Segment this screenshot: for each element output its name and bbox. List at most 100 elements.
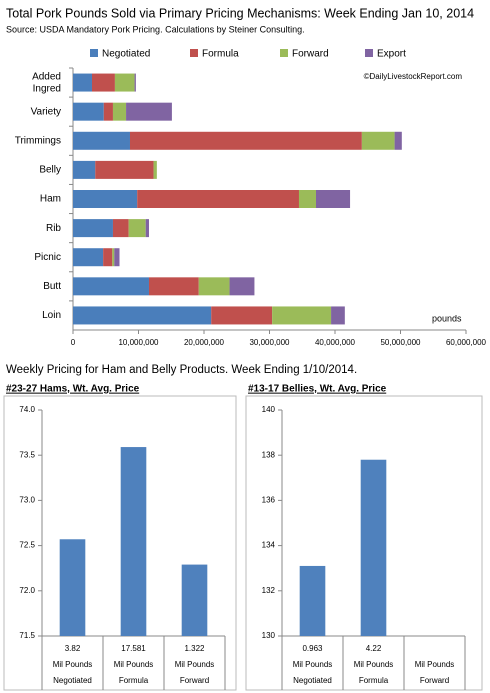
bar-segment [103, 248, 113, 267]
bar-segment [126, 102, 172, 121]
y-tick-label: 136 [262, 496, 276, 505]
bar [181, 564, 208, 636]
x-tick-label: 50,000,000 [380, 338, 421, 347]
table-unit: Mil Pounds [114, 660, 154, 669]
legend-label: Export [377, 49, 406, 60]
bar-segment [128, 219, 146, 238]
y-tick-label: 72.5 [19, 541, 35, 550]
chart-title: #23-27 Hams, Wt. Avg. Price [6, 384, 140, 395]
y-tick-label: 73.5 [19, 450, 35, 459]
x-tick-label: 10,000,000 [118, 338, 159, 347]
bar-segment [73, 73, 92, 92]
y-tick-label: Picnic [34, 252, 61, 263]
bar-segment [95, 160, 154, 179]
x-tick-label: 20,000,000 [184, 338, 225, 347]
table-unit: Mil Pounds [53, 660, 93, 669]
bar-segment [73, 160, 96, 179]
y-tick-label: Loin [42, 310, 61, 321]
legend-label: Forward [292, 49, 329, 60]
bar-segment [73, 248, 104, 267]
bar-segment [137, 190, 299, 208]
table-volume: 17.581 [121, 644, 146, 653]
x-tick-label: 30,000,000 [249, 338, 290, 347]
bar-segment [361, 131, 395, 150]
legend-label: Negotiated [102, 49, 150, 60]
bar-segment [112, 248, 115, 267]
bar-segment [272, 306, 332, 325]
y-tick-label: Butt [43, 281, 61, 292]
legend-swatch [90, 49, 98, 57]
y-tick-label: 71.5 [19, 631, 35, 640]
bar-segment [73, 102, 104, 121]
bar-segment [114, 73, 135, 92]
bar-segment [211, 306, 273, 325]
x-tick-label: Formula [359, 676, 389, 685]
x-tick-label: 60,000,000 [446, 338, 487, 347]
bar-segment [153, 160, 157, 179]
table-unit: Mil Pounds [354, 660, 394, 669]
bar-segment [229, 277, 255, 296]
bar-segment [73, 190, 138, 208]
table-unit: Mil Pounds [293, 660, 333, 669]
bar-segment [134, 73, 136, 92]
legend-swatch [365, 49, 373, 57]
y-tick-label: Ham [40, 194, 61, 205]
bar-segment [103, 102, 113, 121]
table-volume: 1.322 [184, 644, 205, 653]
chart-frame [3, 395, 237, 691]
y-tick-label: Added Ingred [32, 71, 61, 94]
y-tick-label: 140 [262, 405, 276, 414]
bar-segment [114, 248, 120, 267]
chart-frame [245, 395, 483, 691]
x-tick-label: Forward [420, 676, 449, 685]
bar-segment [73, 306, 212, 325]
y-tick-label: Trimmings [15, 135, 61, 146]
bar-segment [73, 277, 149, 296]
y-tick-label: Variety [31, 106, 61, 117]
x-tick-label: Forward [180, 676, 209, 685]
bar-segment [73, 131, 130, 150]
bar [59, 539, 86, 636]
y-tick-label: 130 [262, 631, 276, 640]
table-unit: Mil Pounds [175, 660, 215, 669]
bar-segment [198, 277, 230, 296]
bar [120, 447, 147, 636]
watermark: ©DailyLivestockReport.com [364, 72, 463, 81]
bar-segment [112, 102, 127, 121]
x-tick-label: Formula [119, 676, 149, 685]
bar-segment [394, 131, 402, 150]
legend-swatch [280, 49, 288, 57]
x-tick-label: 40,000,000 [315, 338, 356, 347]
y-tick-label: Belly [39, 165, 61, 176]
y-tick-label: Rib [46, 223, 61, 234]
legend-swatch [190, 49, 198, 57]
section-heading: Weekly Pricing for Ham and Belly Product… [6, 364, 357, 376]
y-tick-label: 73.0 [19, 496, 35, 505]
legend-label: Formula [202, 49, 239, 60]
bar-segment [129, 131, 362, 150]
bar-segment [148, 277, 199, 296]
y-tick-label: 74.0 [19, 405, 35, 414]
x-tick-label: Negotiated [293, 676, 332, 685]
x-tick-label: 0 [71, 338, 76, 347]
chart-title: Total Pork Pounds Sold via Primary Prici… [6, 6, 474, 20]
axis-label: pounds [432, 313, 462, 323]
table-volume: 4.22 [366, 644, 382, 653]
y-tick-label: 138 [262, 450, 276, 459]
chart-title: #13-17 Bellies, Wt. Avg. Price [248, 384, 387, 395]
table-volume: 0.963 [302, 644, 323, 653]
bar-segment [91, 73, 115, 92]
table-unit: Mil Pounds [415, 660, 455, 669]
chart-subtitle: Source: USDA Mandatory Pork Pricing. Cal… [6, 24, 305, 34]
x-tick-label: Negotiated [53, 676, 92, 685]
table-volume: 3.82 [65, 644, 81, 653]
bar-segment [112, 219, 129, 238]
bar-segment [145, 219, 149, 238]
y-tick-label: 132 [262, 586, 276, 595]
y-tick-label: 72.0 [19, 586, 35, 595]
bar-segment [298, 190, 317, 208]
bar [299, 565, 326, 636]
y-tick-label: 134 [262, 541, 276, 550]
